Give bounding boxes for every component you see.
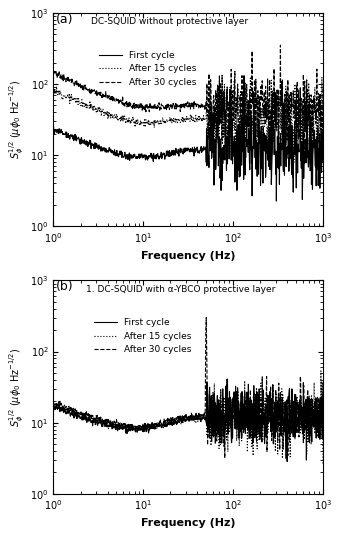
X-axis label: Frequency (Hz): Frequency (Hz) — [141, 250, 236, 261]
After 30 cycles — [256, 88, 260, 94]
After 15 cycles — [52, 86, 56, 93]
After 30 cycles — [223, 455, 227, 461]
First cycle — [284, 163, 288, 170]
After 30 cycles — [208, 121, 212, 127]
Text: (b): (b) — [56, 280, 74, 293]
First cycle — [321, 390, 325, 396]
After 15 cycles — [321, 461, 325, 468]
After 30 cycles — [208, 411, 212, 417]
After 15 cycles — [68, 406, 72, 412]
X-axis label: Frequency (Hz): Frequency (Hz) — [141, 518, 236, 528]
First cycle — [68, 411, 72, 418]
First cycle — [208, 147, 212, 154]
After 15 cycles — [215, 413, 219, 419]
Legend: First cycle, After 15 cycles, After 30 cycles: First cycle, After 15 cycles, After 30 c… — [90, 315, 195, 358]
First cycle — [52, 401, 56, 407]
Legend: First cycle, After 15 cycles, After 30 cycles: First cycle, After 15 cycles, After 30 c… — [96, 47, 200, 90]
After 30 cycles — [284, 398, 288, 404]
Line: After 30 cycles: After 30 cycles — [54, 318, 323, 458]
After 30 cycles — [215, 133, 219, 140]
Text: 1. DC-SQUID with α-YBCO protective layer: 1. DC-SQUID with α-YBCO protective layer — [86, 285, 275, 294]
First cycle — [284, 434, 288, 441]
After 15 cycles — [319, 368, 323, 374]
After 15 cycles — [321, 141, 325, 147]
After 30 cycles — [204, 315, 208, 321]
After 30 cycles — [281, 143, 285, 150]
After 15 cycles — [223, 150, 227, 157]
After 15 cycles — [320, 74, 324, 80]
First cycle — [52, 123, 56, 129]
First cycle — [225, 376, 230, 383]
First cycle — [274, 198, 278, 204]
After 30 cycles — [284, 97, 288, 103]
After 30 cycles — [68, 406, 72, 412]
Y-axis label: $S_\phi^{1/2}$ ($\mu\phi_0$ Hz$^{-1/2}$): $S_\phi^{1/2}$ ($\mu\phi_0$ Hz$^{-1/2}$) — [7, 347, 25, 427]
After 30 cycles — [321, 86, 325, 92]
After 15 cycles — [256, 420, 260, 426]
After 15 cycles — [52, 402, 56, 408]
First cycle — [215, 405, 219, 411]
After 15 cycles — [215, 110, 219, 116]
First cycle — [68, 135, 72, 142]
First cycle — [223, 135, 227, 142]
After 30 cycles — [52, 71, 56, 78]
After 30 cycles — [321, 405, 325, 411]
After 15 cycles — [284, 83, 288, 89]
Line: After 15 cycles: After 15 cycles — [54, 371, 323, 464]
After 15 cycles — [68, 94, 72, 100]
After 30 cycles — [68, 77, 72, 83]
First cycle — [256, 147, 260, 154]
After 15 cycles — [256, 106, 260, 112]
First cycle — [242, 72, 246, 79]
First cycle — [215, 135, 219, 141]
After 30 cycles — [278, 42, 282, 49]
First cycle — [256, 423, 260, 430]
First cycle — [321, 152, 325, 159]
Y-axis label: $S_\phi^{1/2}$ ($\mu\phi_0$ Hz$^{-1/2}$): $S_\phi^{1/2}$ ($\mu\phi_0$ Hz$^{-1/2}$) — [7, 80, 25, 159]
After 30 cycles — [215, 418, 219, 424]
First cycle — [208, 401, 212, 408]
Text: DC-SQUID without protective layer: DC-SQUID without protective layer — [91, 17, 248, 26]
Line: First cycle: First cycle — [54, 75, 323, 201]
After 15 cycles — [223, 432, 227, 438]
Text: (a): (a) — [56, 13, 74, 26]
After 15 cycles — [256, 160, 260, 166]
After 15 cycles — [283, 424, 287, 430]
First cycle — [285, 458, 289, 465]
Line: After 15 cycles: After 15 cycles — [54, 77, 323, 163]
After 30 cycles — [257, 418, 261, 425]
Line: First cycle: First cycle — [54, 379, 323, 462]
After 15 cycles — [208, 83, 212, 90]
Line: After 30 cycles: After 30 cycles — [54, 45, 323, 147]
First cycle — [223, 411, 227, 418]
After 30 cycles — [224, 409, 228, 415]
After 30 cycles — [52, 399, 56, 406]
After 30 cycles — [223, 115, 227, 121]
After 15 cycles — [208, 400, 212, 407]
